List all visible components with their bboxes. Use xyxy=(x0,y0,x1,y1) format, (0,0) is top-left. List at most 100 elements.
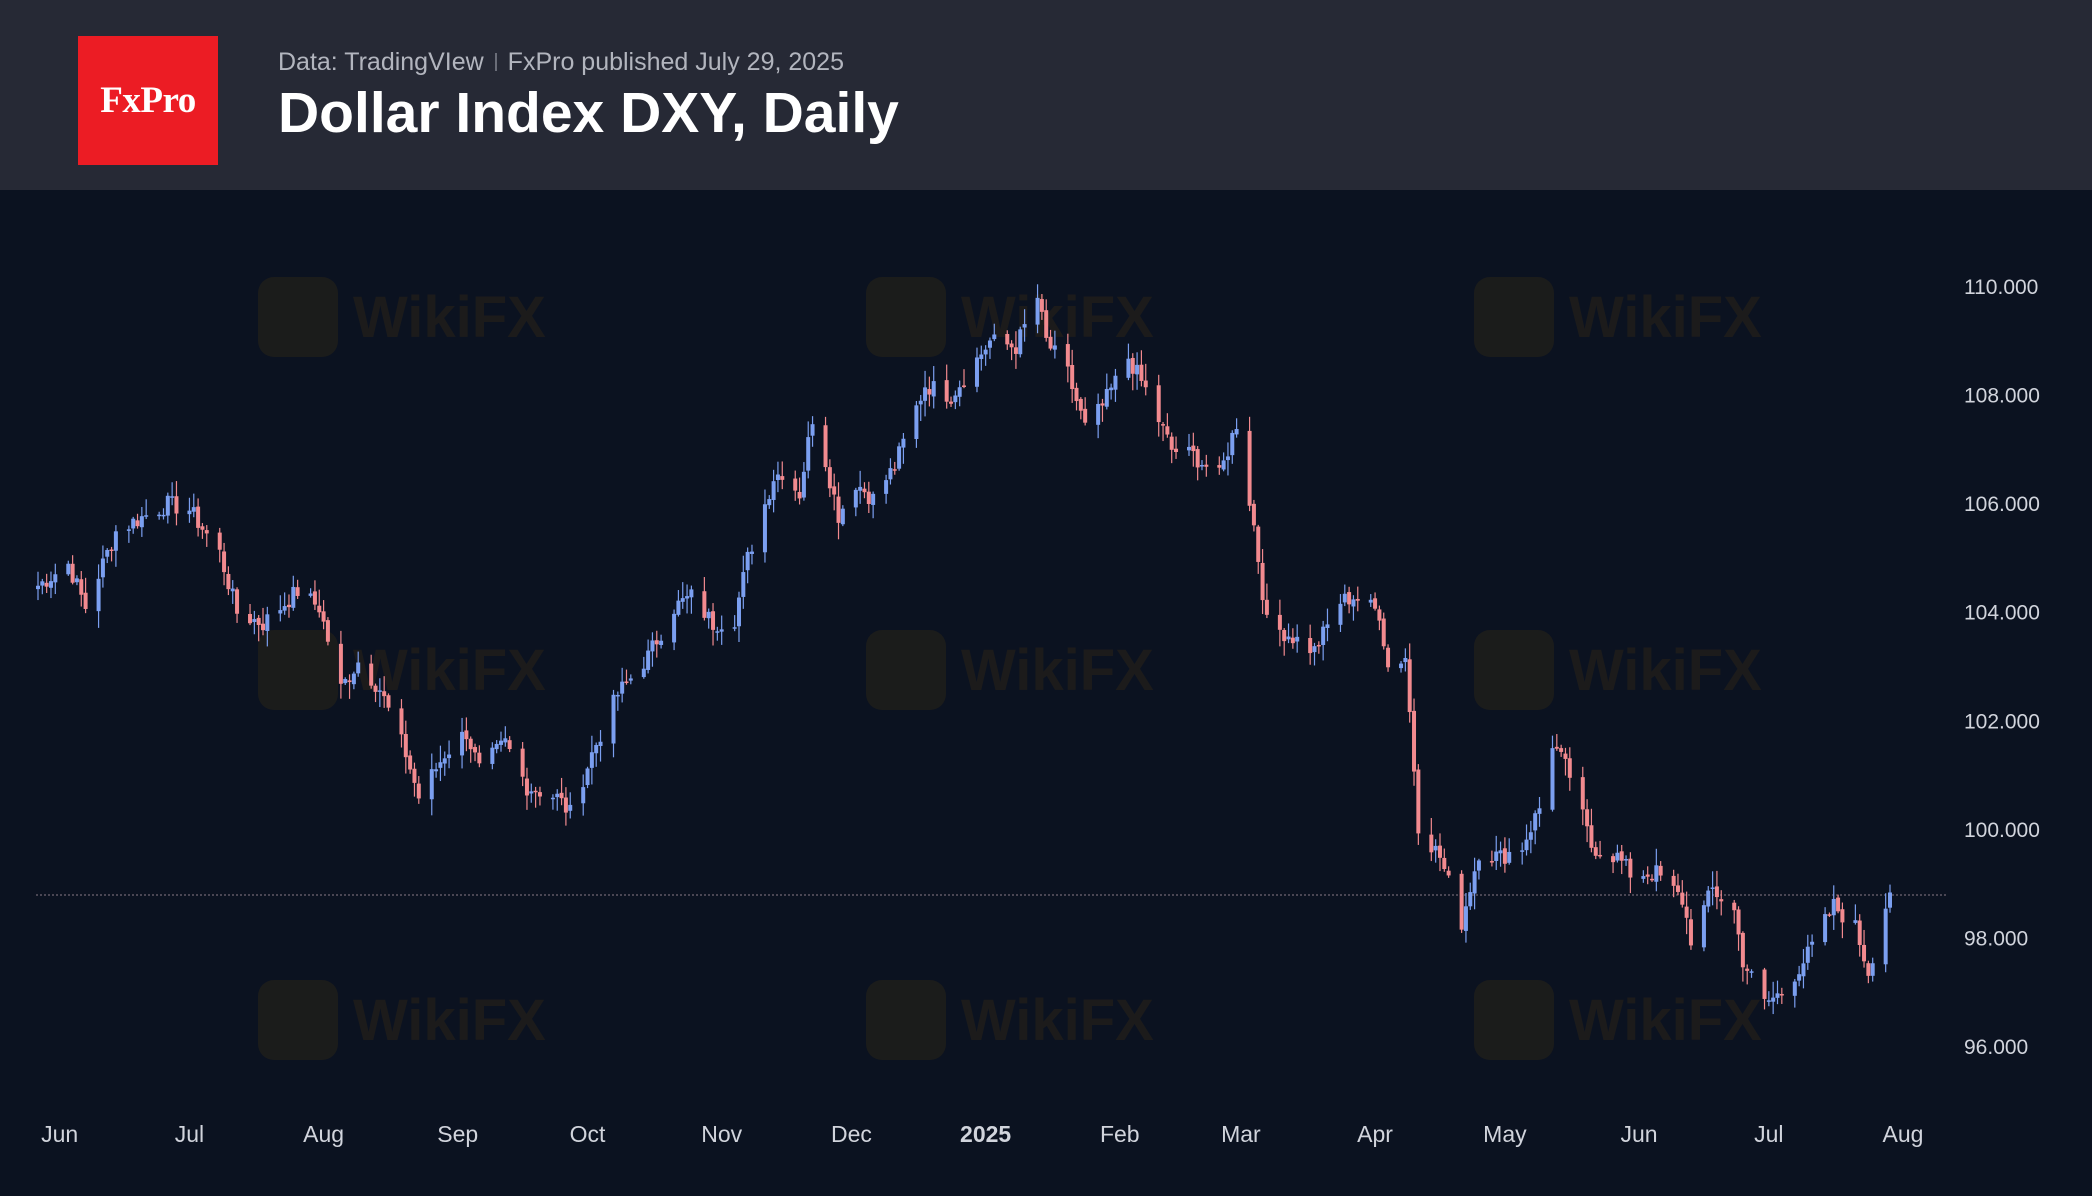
candle-body xyxy=(983,349,988,355)
candle-body xyxy=(1771,997,1776,1002)
candle-body xyxy=(711,611,716,630)
candle-body xyxy=(858,486,863,491)
candle-body xyxy=(581,787,586,804)
candle-body xyxy=(1308,638,1313,654)
candle-body xyxy=(1403,658,1408,663)
fxpro-logo: FxPro xyxy=(78,36,218,165)
candle-body xyxy=(1554,746,1559,749)
candle-body xyxy=(403,733,408,758)
candle-body xyxy=(1126,358,1131,378)
candle-body xyxy=(810,424,815,436)
chart-area: WikiFX WikiFX WikiFX WikiFX WikiFX WikiFX Wiki… xyxy=(0,190,2092,1196)
candle-body xyxy=(1130,357,1135,374)
candle-body xyxy=(265,614,270,632)
candle-body xyxy=(126,529,131,531)
candle-body xyxy=(927,389,932,395)
candle-body xyxy=(1009,343,1014,348)
x-tick-label: May xyxy=(1483,1121,1527,1147)
candle-body xyxy=(598,741,603,746)
candle-body xyxy=(1290,637,1295,644)
candle-body xyxy=(1680,892,1685,905)
watermark-logo xyxy=(1474,630,1554,710)
meta-separator xyxy=(494,53,497,71)
candle-body xyxy=(949,401,954,404)
candle-body xyxy=(1143,380,1148,388)
candle-body xyxy=(892,469,897,471)
candle-body xyxy=(109,549,114,552)
candle-body xyxy=(866,491,871,504)
candle-body xyxy=(1355,598,1360,601)
candle-body xyxy=(524,778,529,796)
y-tick-label: 104.000 xyxy=(1964,602,2040,625)
candle-body xyxy=(1377,609,1382,621)
candle-body xyxy=(1204,464,1209,467)
candle-body xyxy=(174,496,179,514)
candle-body xyxy=(473,747,478,753)
candle-body xyxy=(1537,808,1542,814)
candle-body xyxy=(1342,593,1347,603)
candle-body xyxy=(676,600,681,615)
x-tick-label: Nov xyxy=(701,1121,742,1147)
candle-body xyxy=(1714,886,1719,898)
candle-body xyxy=(79,579,84,595)
candle-body xyxy=(356,662,361,674)
candle-body xyxy=(1386,647,1391,668)
candle-body xyxy=(775,474,780,481)
candle-body xyxy=(1351,599,1356,607)
candle-body xyxy=(533,790,538,793)
candle-body xyxy=(1870,963,1875,976)
candle-body xyxy=(520,748,525,777)
candle-body xyxy=(611,694,616,744)
candle-body xyxy=(1749,971,1754,973)
candle-body xyxy=(282,606,287,611)
candle-body xyxy=(286,604,291,608)
candle-body xyxy=(507,740,512,750)
candle-body xyxy=(1083,408,1088,423)
candle-body xyxy=(745,551,750,571)
candle-body xyxy=(1282,629,1287,642)
candle-body xyxy=(585,768,590,786)
candle-body xyxy=(1862,944,1867,962)
candle-body xyxy=(1463,906,1468,931)
candle-body xyxy=(1437,845,1442,858)
candle-body xyxy=(1762,969,1767,999)
candle-body xyxy=(1810,941,1815,945)
x-tick-label: Feb xyxy=(1100,1121,1140,1147)
x-axis: Jun Jul Aug Sep Oct Nov Dec 2025 Feb Mar Apr May Jun… xyxy=(41,1121,1923,1147)
watermark-text: WikiFX xyxy=(353,638,546,703)
candle-body xyxy=(1035,297,1040,325)
candle-body xyxy=(957,387,962,397)
candle-body xyxy=(659,640,664,645)
candle-body xyxy=(719,629,724,632)
candle-body xyxy=(1161,424,1166,426)
watermark-logo xyxy=(1474,277,1554,357)
candle-body xyxy=(1593,847,1598,856)
watermark-logo xyxy=(866,980,946,1060)
candle-body xyxy=(382,691,387,697)
candle-body xyxy=(1524,839,1529,851)
candle-body xyxy=(53,574,58,583)
chart-meta: Data: TradingVIew FxPro published July 29… xyxy=(278,48,844,77)
candlestick-chart: WikiFX WikiFX WikiFX WikiFX WikiFX WikiFX Wiki… xyxy=(36,276,2040,1147)
candle-body xyxy=(1624,859,1629,861)
x-tick-label: Apr xyxy=(1357,1121,1393,1147)
candle-body xyxy=(715,631,720,633)
candle-body xyxy=(157,514,162,517)
candle-body xyxy=(1104,388,1109,407)
candle-body xyxy=(278,610,283,614)
candle-body xyxy=(429,769,434,800)
candle-body xyxy=(1338,603,1343,625)
candle-body xyxy=(1247,430,1252,506)
candle-body xyxy=(1766,1000,1771,1002)
candle-body xyxy=(1169,436,1174,450)
candle-body xyxy=(113,531,118,551)
candle-body xyxy=(1710,887,1715,889)
candle-body xyxy=(460,731,465,756)
candle-body xyxy=(962,385,966,387)
y-axis: 110.000 108.000 106.000 104.000 102.000 100.0… xyxy=(1964,276,2040,1059)
candle-body xyxy=(594,745,599,754)
y-tick-label: 102.000 xyxy=(1964,710,2040,733)
candle-body xyxy=(1528,832,1533,840)
candle-body xyxy=(1139,364,1144,381)
candle-body xyxy=(191,507,196,512)
